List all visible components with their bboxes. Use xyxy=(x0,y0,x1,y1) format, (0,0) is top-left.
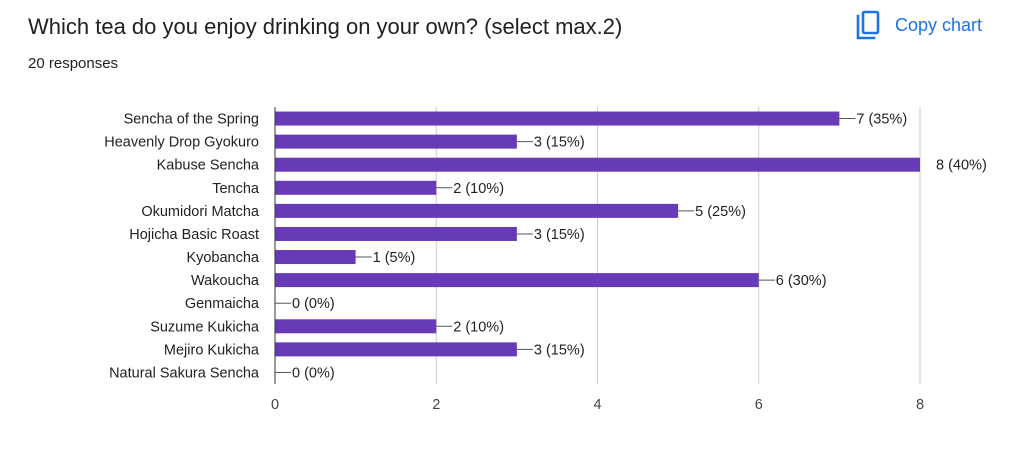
x-tick-label: 8 xyxy=(916,397,924,413)
value-label: 2 (10%) xyxy=(453,319,504,335)
value-label: 5 (25%) xyxy=(695,204,746,220)
category-label: Sencha of the Spring xyxy=(124,112,259,128)
category-label: Hojicha Basic Roast xyxy=(129,227,259,243)
value-label: 6 (30%) xyxy=(776,273,827,289)
copy-icon xyxy=(856,10,880,40)
value-label: 3 (15%) xyxy=(534,342,585,358)
value-label: 3 (15%) xyxy=(534,227,585,243)
chart-title: Which tea do you enjoy drinking on your … xyxy=(28,14,623,39)
bar xyxy=(275,342,517,357)
category-label: Mejiro Kukicha xyxy=(164,342,260,358)
bar xyxy=(275,319,437,334)
bar xyxy=(275,226,517,241)
response-count: 20 responses xyxy=(28,55,119,72)
bar xyxy=(275,273,759,288)
value-label: 3 (15%) xyxy=(534,135,585,151)
labels: 0 2 4 6 8 Sencha of the Spring 7 (35%) Heavenly… xyxy=(104,112,987,413)
bar xyxy=(275,134,517,149)
value-label: 8 (40%) xyxy=(936,158,987,174)
category-label: Suzume Kukicha xyxy=(150,319,260,335)
copy-chart-button[interactable]: Copy chart xyxy=(856,9,982,41)
value-label: 1 (5%) xyxy=(373,250,416,266)
category-label: Kabuse Sencha xyxy=(157,158,260,174)
value-label: 0 (0%) xyxy=(292,365,335,381)
copy-chart-label: Copy chart xyxy=(895,14,983,35)
value-label: 7 (35%) xyxy=(856,112,907,128)
value-label: 2 (10%) xyxy=(453,181,504,197)
value-label: 0 (0%) xyxy=(292,296,335,312)
bar xyxy=(275,203,679,218)
bar xyxy=(275,111,840,126)
category-label: Genmaicha xyxy=(185,296,260,312)
category-label: Okumidori Matcha xyxy=(141,204,260,220)
category-label: Heavenly Drop Gyokuro xyxy=(104,135,259,151)
x-tick-label: 2 xyxy=(432,397,440,413)
bar xyxy=(275,157,920,172)
category-label: Natural Sakura Sencha xyxy=(109,365,260,381)
category-label: Kyobancha xyxy=(186,250,259,266)
category-label: Wakoucha xyxy=(191,273,260,289)
x-tick-label: 0 xyxy=(271,397,279,413)
x-tick-label: 4 xyxy=(593,397,601,413)
x-tick-label: 6 xyxy=(755,397,763,413)
bars xyxy=(275,111,920,357)
bar xyxy=(275,180,437,195)
bar xyxy=(275,250,356,265)
category-label: Tencha xyxy=(212,181,260,197)
grid-lines xyxy=(435,107,921,384)
